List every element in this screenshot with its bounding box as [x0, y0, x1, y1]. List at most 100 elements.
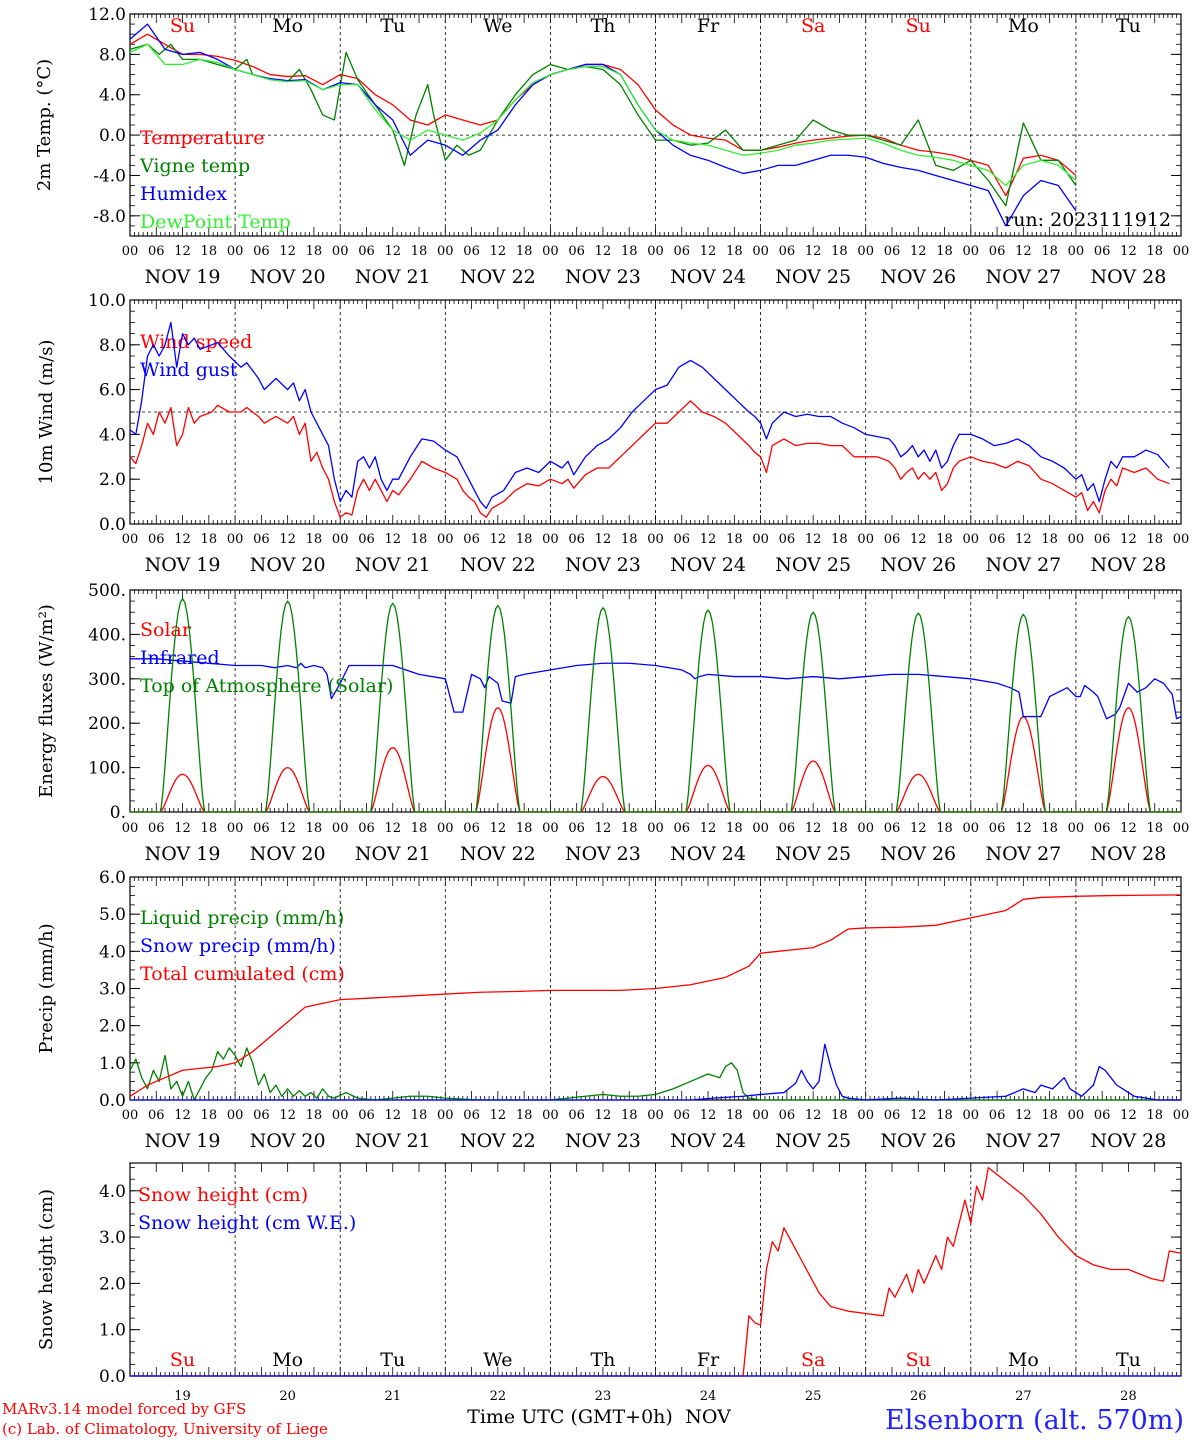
hour-label: 00 — [332, 1108, 349, 1123]
hour-label: 18 — [411, 1108, 428, 1123]
y-axis-title: 2m Temp. (°C) — [34, 59, 55, 191]
day-of-week-label: Tu — [1116, 15, 1141, 37]
hour-label: 12 — [1015, 1108, 1032, 1123]
hour-label: 18 — [306, 1108, 323, 1123]
hour-label: 18 — [306, 244, 323, 259]
hour-label: 06 — [884, 244, 901, 259]
y-axis-title: Snow height (cm) — [36, 1189, 57, 1350]
hour-label: 00 — [437, 821, 454, 836]
y-tick-label: 12.0 — [88, 5, 126, 25]
hour-label: 00 — [332, 532, 349, 547]
hour-label: 06 — [358, 1108, 375, 1123]
series-line — [129, 400, 1170, 518]
hour-label: 00 — [1068, 532, 1085, 547]
hour-label: 12 — [595, 244, 612, 259]
day-of-week-label: Mo — [1008, 1349, 1039, 1371]
hour-label: 00 — [1173, 821, 1190, 836]
day-of-week-label: Th — [590, 15, 615, 37]
hour-label: 18 — [516, 532, 533, 547]
hour-label: 00 — [1068, 244, 1085, 259]
hour-label: 18 — [306, 821, 323, 836]
hour-label: 00 — [332, 244, 349, 259]
hour-label: 00 — [647, 244, 664, 259]
hour-label: 12 — [384, 532, 401, 547]
hour-label: 06 — [253, 1108, 270, 1123]
x-axis-title: Time UTC (GMT+0h) — [467, 1406, 673, 1428]
hour-label: 06 — [463, 244, 480, 259]
date-label: NOV 23 — [565, 1130, 641, 1152]
date-label: NOV 24 — [670, 266, 746, 288]
y-tick-label: 4.0 — [99, 1182, 126, 1202]
hour-label: 06 — [358, 244, 375, 259]
date-label: NOV 27 — [985, 843, 1061, 865]
hour-label: 12 — [279, 821, 296, 836]
day-number-label: 27 — [1015, 1389, 1032, 1404]
y-tick-label: 6.0 — [99, 381, 126, 401]
hour-label: 00 — [752, 821, 769, 836]
y-tick-label: 0.0 — [99, 126, 126, 146]
hour-label: 12 — [490, 821, 507, 836]
date-label: NOV 20 — [250, 266, 326, 288]
date-label: NOV 25 — [775, 1130, 851, 1152]
legend-entry: Snow height (cm) — [138, 1184, 308, 1206]
hour-label: 06 — [779, 532, 796, 547]
day-of-week-label: Sa — [801, 1349, 825, 1371]
hour-label: 00 — [647, 532, 664, 547]
hour-label: 06 — [463, 1108, 480, 1123]
date-label: NOV 24 — [670, 843, 746, 865]
hour-label: 06 — [148, 244, 165, 259]
hour-label: 00 — [122, 532, 139, 547]
day-number-label: 19 — [174, 1389, 191, 1404]
date-label: NOV 19 — [145, 266, 221, 288]
hour-label: 18 — [621, 532, 638, 547]
y-tick-label: 4.0 — [99, 425, 126, 445]
date-label: NOV 20 — [250, 1130, 326, 1152]
hour-label: 00 — [1173, 1108, 1190, 1123]
hour-label: 18 — [1041, 532, 1058, 547]
y-tick-label: 300. — [88, 670, 126, 690]
hour-label: 12 — [910, 532, 927, 547]
hour-label: 06 — [779, 1108, 796, 1123]
hour-label: 06 — [989, 244, 1006, 259]
y-tick-label: 1.0 — [99, 1054, 126, 1074]
hour-label: 00 — [752, 244, 769, 259]
hour-label: 12 — [490, 532, 507, 547]
lab-note: (c) Lab. of Climatology, University of L… — [2, 1420, 328, 1438]
y-tick-label: 6.0 — [99, 868, 126, 888]
hour-label: 18 — [831, 532, 848, 547]
date-label: NOV 22 — [460, 554, 536, 576]
day-of-week-label: Su — [170, 1349, 195, 1371]
hour-label: 12 — [700, 244, 717, 259]
series-line — [129, 1047, 1181, 1101]
hour-label: 06 — [463, 532, 480, 547]
hour-label: 12 — [490, 1108, 507, 1123]
date-label: NOV 27 — [985, 266, 1061, 288]
date-label: NOV 25 — [775, 266, 851, 288]
hour-label: 12 — [1015, 532, 1032, 547]
y-tick-label: 4.0 — [99, 86, 126, 106]
hour-label: 12 — [805, 532, 822, 547]
hour-label: 12 — [700, 532, 717, 547]
hour-label: 00 — [227, 1108, 244, 1123]
hour-label: 18 — [936, 1108, 953, 1123]
hour-label: 00 — [1173, 532, 1190, 547]
hour-label: 06 — [674, 1108, 691, 1123]
hour-label: 18 — [831, 1108, 848, 1123]
day-of-week-label: Tu — [380, 15, 405, 37]
y-tick-label: 8.0 — [99, 336, 126, 356]
hour-label: 18 — [936, 821, 953, 836]
hour-label: 18 — [411, 821, 428, 836]
hour-label: 18 — [726, 1108, 743, 1123]
day-of-week-label: Fr — [697, 1349, 720, 1371]
hour-label: 12 — [805, 821, 822, 836]
hour-label: 12 — [595, 1108, 612, 1123]
date-label: NOV 19 — [145, 843, 221, 865]
hour-label: 00 — [227, 821, 244, 836]
hour-label: 12 — [700, 821, 717, 836]
date-label: NOV 19 — [145, 554, 221, 576]
hour-label: 18 — [516, 244, 533, 259]
panel-4: 6.0 5.0 4.0 3.0 2.0 1.0 0.0 Precip (mm/h) 00 06 12… — [36, 868, 1189, 1152]
hour-label: 06 — [1094, 821, 1111, 836]
y-tick-label: -4.0 — [93, 166, 126, 186]
